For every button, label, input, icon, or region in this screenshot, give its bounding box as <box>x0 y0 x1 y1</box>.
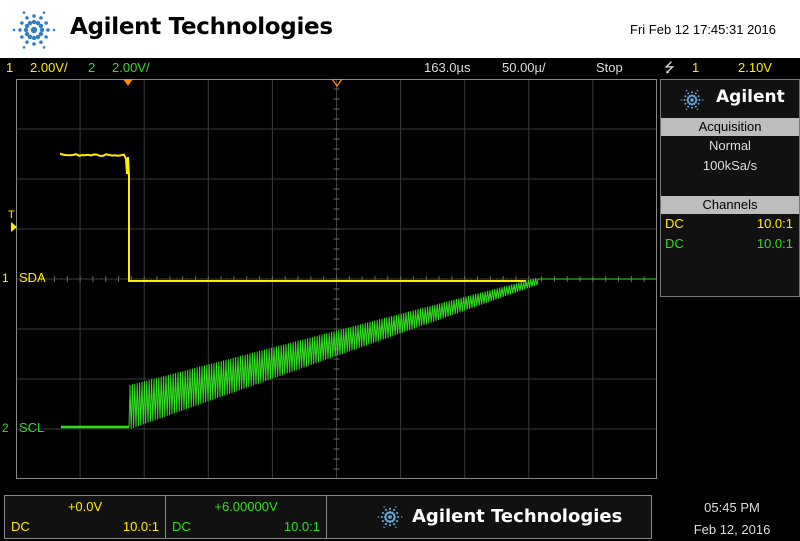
ch2-softkey[interactable]: +6.00000V DC 10.0:1 <box>166 496 327 538</box>
bottom-brand: Agilent Technologies <box>412 506 622 527</box>
ch2-trace-label: SCL <box>19 420 44 435</box>
ch1-probe: 10.0:1 <box>757 214 793 234</box>
ch2-coupling: DC <box>665 234 684 254</box>
ch2-scale[interactable]: 2.00V/ <box>112 58 150 78</box>
trigger-level[interactable]: 2.10V <box>738 58 772 78</box>
header-bar: Agilent Technologies Fri Feb 12 17:45:31… <box>0 0 800 58</box>
sda-trace <box>61 154 526 281</box>
time-scale[interactable]: 50.00µ/ <box>502 58 546 78</box>
clock-time: 05:45 PM <box>662 497 800 519</box>
run-state[interactable]: Stop <box>596 58 623 78</box>
ch1-bottom-coupling: DC <box>11 519 30 534</box>
ch2-number[interactable]: 2 <box>88 58 95 78</box>
trigger-level-marker[interactable]: T <box>8 209 15 221</box>
brand-title: Agilent Technologies <box>70 14 333 40</box>
acquisition-header[interactable]: Acquisition <box>661 118 799 136</box>
ch2-bottom-coupling: DC <box>172 519 191 534</box>
datetime-stamp: Fri Feb 12 17:45:31 2016 <box>630 22 776 37</box>
ch1-number[interactable]: 1 <box>6 58 13 78</box>
channel-row-1[interactable]: DC 10.0:1 <box>661 214 799 234</box>
ch1-coupling: DC <box>665 214 684 234</box>
ch1-bottom-probe: 10.0:1 <box>123 519 159 534</box>
side-brand-label: Agilent <box>716 87 785 107</box>
trigger-channel[interactable]: 1 <box>692 58 699 78</box>
ch2-probe: 10.0:1 <box>757 234 793 254</box>
channel-row-2[interactable]: DC 10.0:1 <box>661 234 799 254</box>
agilent-logo-icon <box>10 6 58 54</box>
time-offset-marker[interactable] <box>123 79 133 86</box>
acquisition-mode: Normal <box>661 136 799 156</box>
waveform-display[interactable] <box>16 79 657 479</box>
agilent-small-logo-icon <box>679 87 705 113</box>
ch1-trace-label: SDA <box>19 270 46 285</box>
channels-header[interactable]: Channels <box>661 196 799 214</box>
ch2-ground-marker[interactable]: 2 <box>2 421 9 435</box>
ch1-softkey[interactable]: +0.0V DC 10.0:1 <box>5 496 166 538</box>
ch2-offset: +6.00000V <box>166 499 326 514</box>
side-brand: Agilent <box>661 80 799 118</box>
status-bar: 1 2.00V/ 2 2.00V/ 163.0µs 50.00µ/ Stop ⭍… <box>0 58 800 78</box>
trigger-edge-icon: ⭍ <box>664 58 675 78</box>
agilent-bottom-logo-icon <box>376 503 404 531</box>
ch1-scale[interactable]: 2.00V/ <box>30 58 68 78</box>
time-offset[interactable]: 163.0µs <box>424 58 471 78</box>
channel-markers: T 1 SDA 2 SCL <box>0 79 60 479</box>
ch1-ground-marker[interactable]: 1 <box>2 271 9 285</box>
clock: 05:45 PM Feb 12, 2016 <box>662 497 800 541</box>
ch2-bottom-probe: 10.0:1 <box>284 519 320 534</box>
clock-date: Feb 12, 2016 <box>662 519 800 541</box>
side-panel: Agilent Acquisition Normal 100kSa/s Chan… <box>660 79 800 301</box>
sample-rate: 100kSa/s <box>661 156 799 176</box>
ch1-offset: +0.0V <box>5 499 165 514</box>
info-panel: Agilent Acquisition Normal 100kSa/s Chan… <box>660 79 800 297</box>
